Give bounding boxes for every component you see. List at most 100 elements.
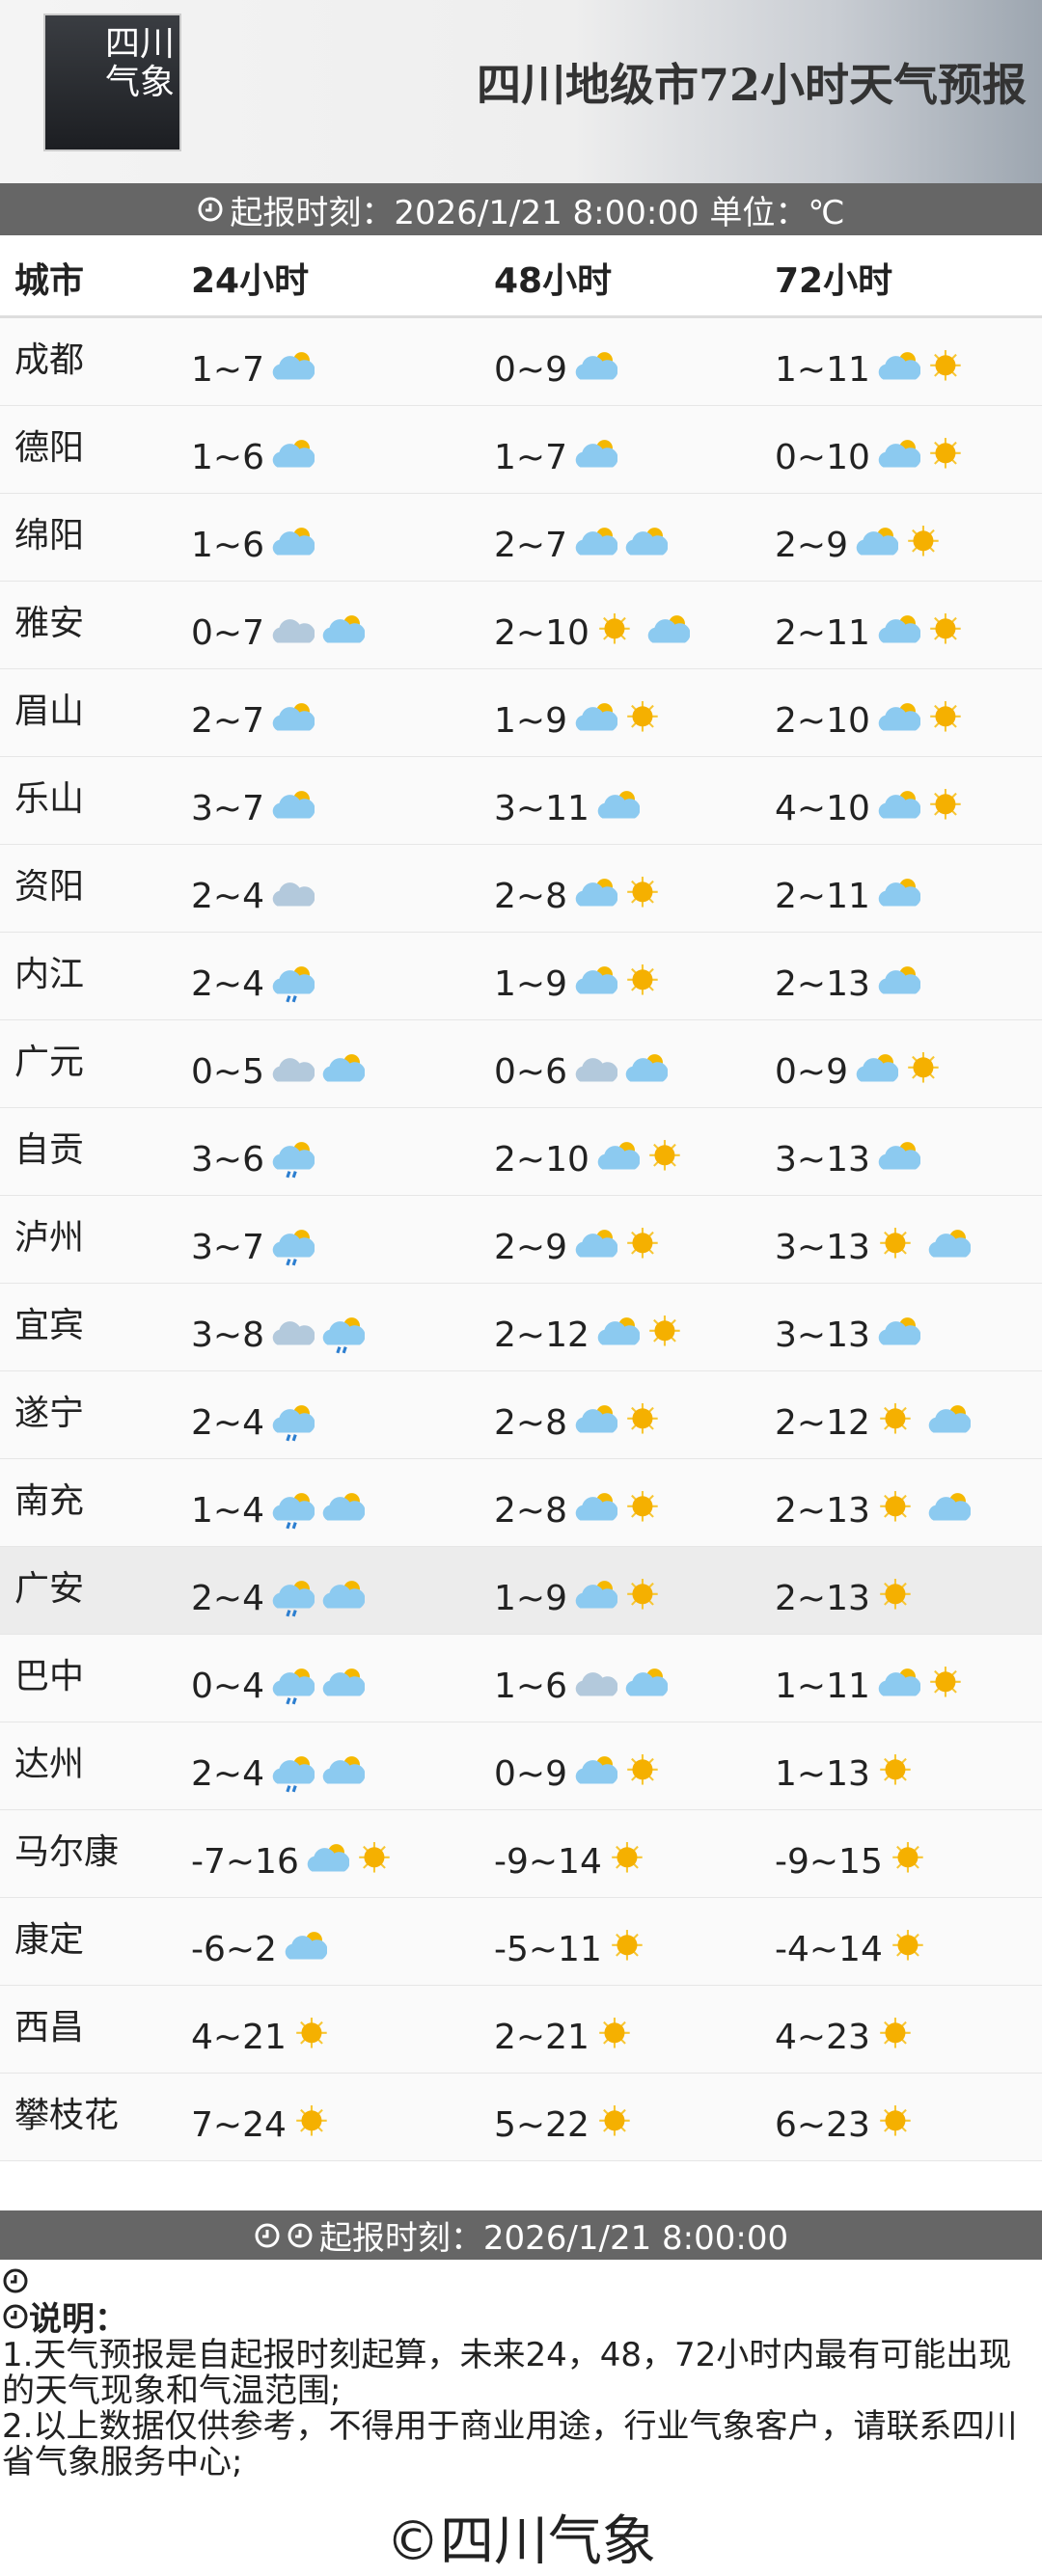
temperature-range: 3~13: [775, 1228, 870, 1267]
temperature-range: 3~11: [494, 789, 590, 828]
forecast-cell: 2~12: [494, 1315, 690, 1355]
temperature-range: 7~24: [191, 2105, 287, 2145]
forecast-cell: 3~11: [494, 788, 640, 828]
note-item: 2.以上数据仅供参考，不得用于商业用途，行业气象客户，请联系四川省气象服务中心;: [2, 2407, 1018, 2481]
forecast-cell: 1~9: [494, 700, 668, 741]
temperature-range: 1~4: [191, 1491, 264, 1531]
weather-icon: [930, 438, 961, 469]
forecast-cell: 0~4: [191, 1666, 365, 1706]
temperature-range: 0~4: [191, 1667, 264, 1706]
weather-icon: [272, 703, 315, 731]
forecast-cell: -4~14: [775, 1929, 933, 1969]
report-bar: 起报时刻：2026/1/21 8:00:00 单位：℃: [0, 183, 1042, 235]
forecast-cell: 2~7: [494, 525, 668, 565]
weather-icon: [272, 1142, 315, 1179]
table-row: 康定 -6~2 -5~11 -4~14: [0, 1898, 1042, 1986]
weather-icon: [575, 1581, 617, 1609]
weather-icon: [627, 877, 658, 908]
temperature-range: 2~11: [775, 613, 870, 653]
notes: 说明： 1.天气预报是自起报时刻起算，未来24，48，72小时内最有可能出现的天…: [2, 2266, 1040, 2481]
forecast-cell: 3~6: [191, 1139, 315, 1180]
temperature-range: 2~13: [775, 964, 870, 1004]
weather-icon: [878, 791, 920, 819]
weather-icon: [625, 1054, 668, 1082]
weather-icon: [892, 1930, 923, 1961]
table-row: 乐山 3~7 3~11 4~10: [0, 757, 1042, 845]
weather-icon: [627, 964, 658, 995]
weather-icon: [272, 352, 315, 380]
table-row: 广安 2~4 1~9 2~13: [0, 1547, 1042, 1635]
temperature-range: -6~2: [191, 1930, 277, 1969]
clock-icon: [3, 2268, 28, 2293]
temperature-range: 1~9: [494, 1579, 567, 1618]
forecast-cell: 2~9: [494, 1227, 668, 1267]
weather-icon: [930, 613, 961, 644]
temperature-range: 4~10: [775, 789, 870, 828]
weather-icon: [597, 1142, 640, 1170]
temperature-range: 0~6: [494, 1052, 567, 1092]
forecast-cell: 2~13: [775, 1490, 971, 1531]
table-row: 巴中 0~4 1~6 1~11: [0, 1635, 1042, 1722]
temperature-range: 1~6: [191, 438, 264, 477]
weather-icon: [599, 2018, 630, 2048]
weather-icon: [272, 1405, 315, 1442]
report-text: 起报时刻：2026/1/21 8:00:00 单位：℃: [230, 193, 845, 232]
weather-icon: [307, 1844, 349, 1872]
temperature-range: 2~4: [191, 1754, 264, 1794]
temperature-range: 6~23: [775, 2105, 870, 2145]
weather-icon: [908, 526, 939, 556]
weather-icon: [880, 1491, 911, 1522]
temperature-range: 1~7: [191, 350, 264, 390]
city-name: 眉山: [14, 691, 85, 731]
temperature-range: 2~8: [494, 1403, 567, 1443]
temperature-range: 0~9: [494, 1754, 567, 1794]
logo-text: 气象: [105, 63, 176, 102]
weather-icon: [880, 1403, 911, 1434]
temperature-range: -4~14: [775, 1930, 883, 1969]
city-name: 马尔康: [14, 1832, 120, 1872]
weather-icon: [930, 350, 961, 381]
forecast-cell: 3~7: [191, 1227, 315, 1267]
weather-icon: [928, 1405, 971, 1433]
city-name: 雅安: [14, 604, 85, 643]
weather-icon: [322, 1317, 365, 1354]
city-name: 宜宾: [14, 1306, 85, 1345]
table-row: 泸州 3~7 2~9 3~13: [0, 1196, 1042, 1284]
forecast-cell: 2~10: [494, 612, 690, 653]
weather-icon: [322, 1493, 365, 1521]
temperature-range: 0~9: [775, 1052, 848, 1092]
weather-icon: [575, 703, 617, 731]
temperature-range: 2~8: [494, 1491, 567, 1531]
temperature-range: 1~6: [494, 1667, 567, 1706]
forecast-cell: 4~23: [775, 2017, 920, 2057]
weather-icon: [880, 2018, 911, 2048]
temperature-range: -5~11: [494, 1930, 602, 1969]
weather-icon: [322, 1054, 365, 1082]
temperature-range: 3~8: [191, 1315, 264, 1355]
weather-icon: [625, 1668, 668, 1696]
forecast-cell: 3~8: [191, 1315, 365, 1355]
forecast-cell: 2~10: [494, 1139, 690, 1180]
city-name: 成都: [14, 340, 85, 380]
temperature-range: 1~13: [775, 1754, 870, 1794]
weather-icon: [272, 1493, 315, 1530]
forecast-cell: 3~13: [775, 1227, 971, 1267]
forecast-cell: 4~21: [191, 2017, 337, 2057]
weather-icon: [878, 1142, 920, 1170]
temperature-range: 2~13: [775, 1491, 870, 1531]
banner: 四川 气象 四川地级市72小时天气预报: [0, 0, 1042, 183]
temperature-range: 3~6: [191, 1140, 264, 1180]
page-title: 四川地级市72小时天气预报: [476, 59, 1027, 111]
forecast-cell: 2~13: [775, 1578, 920, 1618]
table-row: 自贡 3~6 2~10 3~13: [0, 1108, 1042, 1196]
weather-icon: [627, 1491, 658, 1522]
city-name: 攀枝花: [14, 2096, 120, 2135]
weather-icon: [878, 440, 920, 468]
temperature-range: 2~8: [494, 877, 567, 916]
temperature-range: 0~9: [494, 350, 567, 390]
weather-icon: [272, 528, 315, 556]
weather-icon: [928, 1230, 971, 1258]
forecast-cell: 2~4: [191, 963, 315, 1004]
forecast-cell: -5~11: [494, 1929, 652, 1969]
